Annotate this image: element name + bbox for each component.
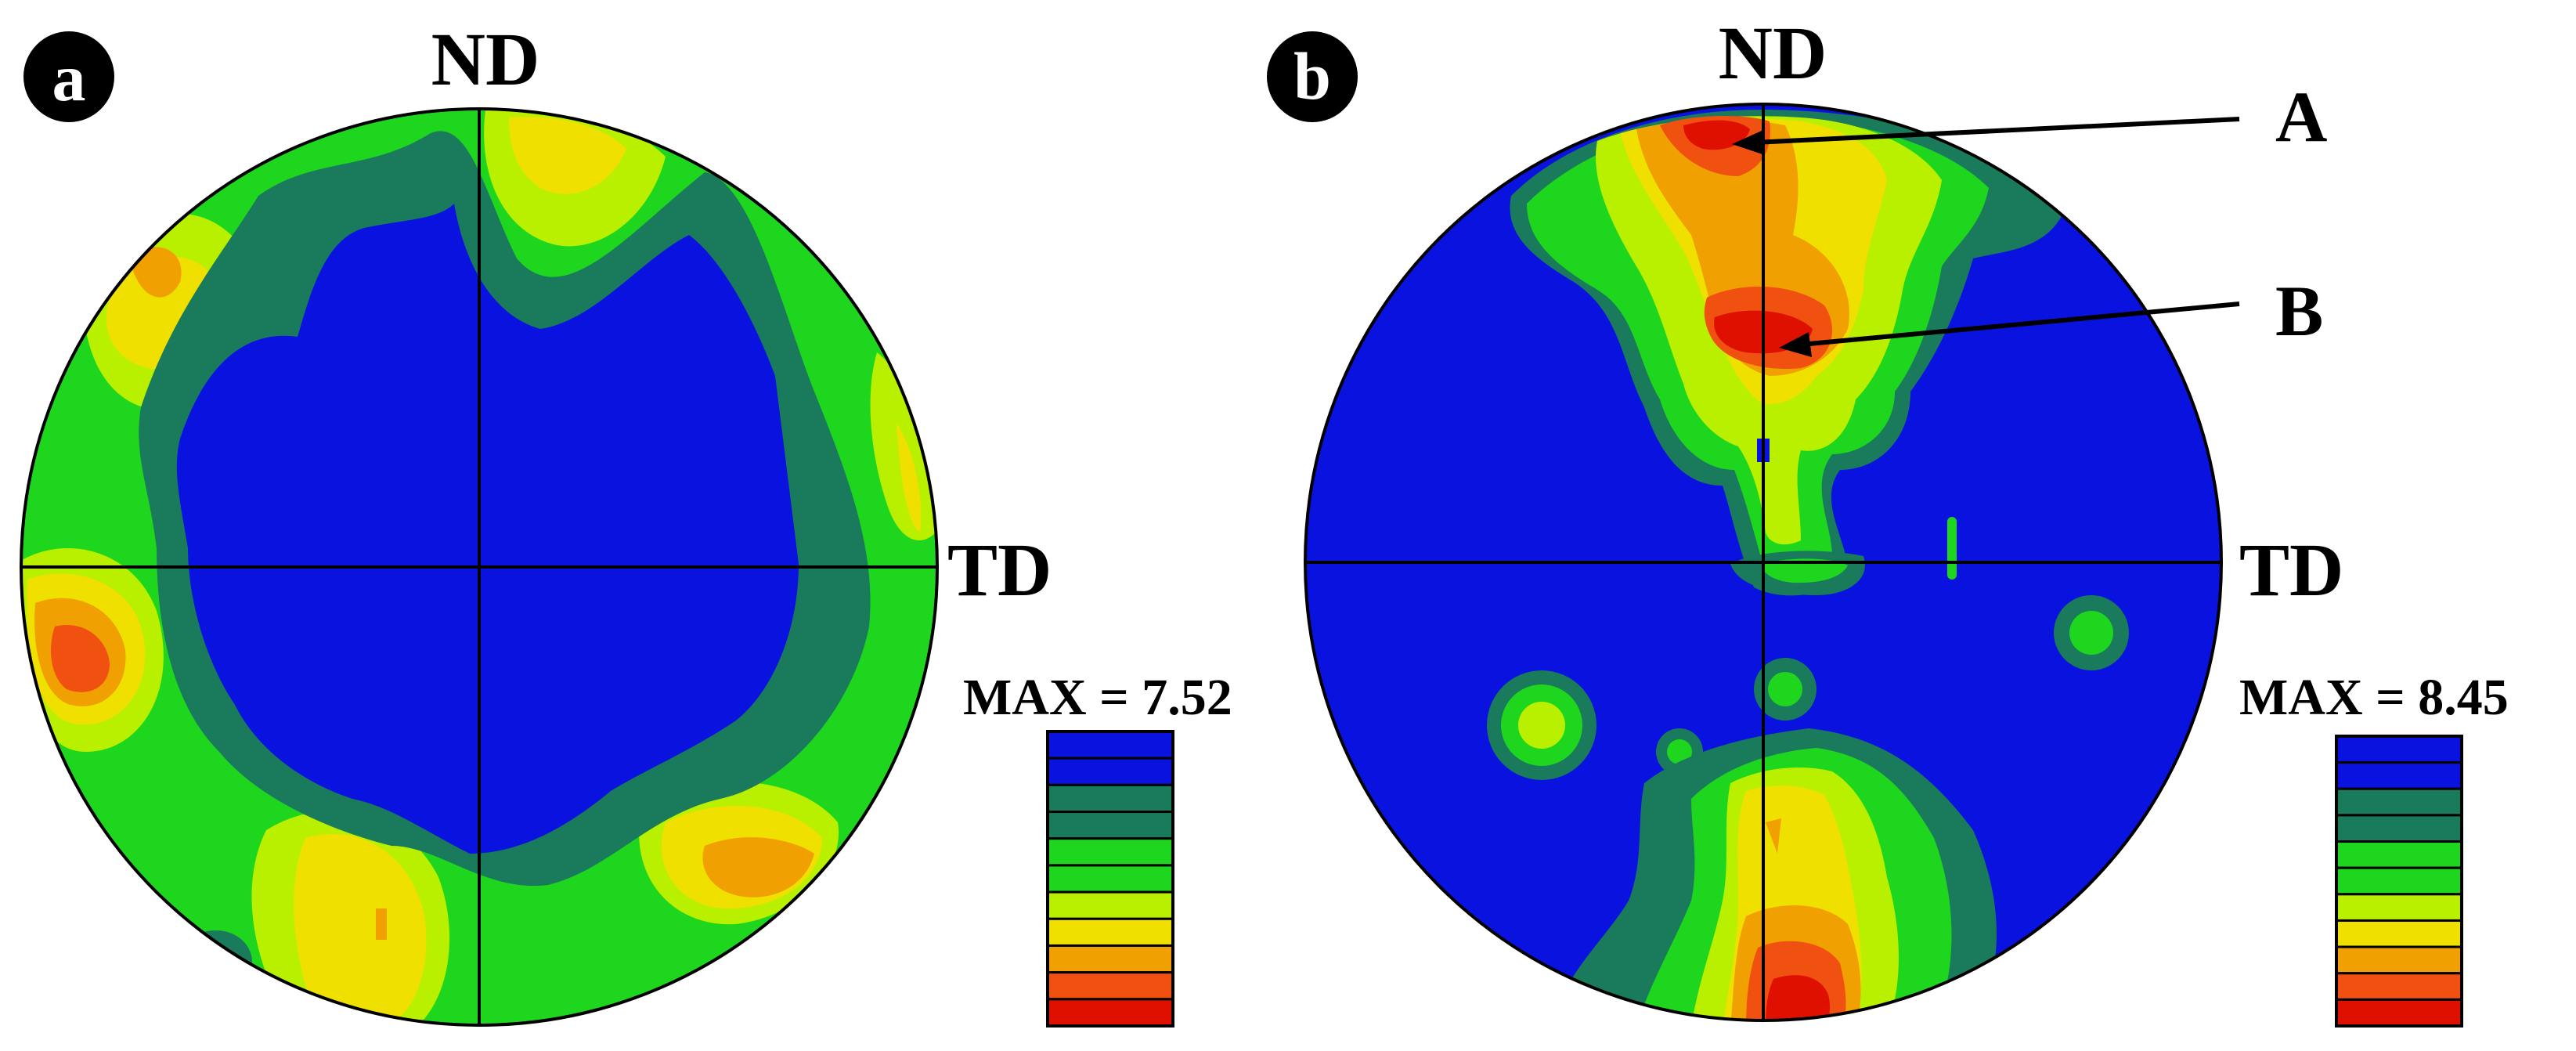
legend-swatch	[2335, 814, 2463, 843]
panel-a-td-label: TD	[947, 528, 1052, 612]
legend-swatch	[1046, 944, 1174, 974]
contour-region	[1766, 818, 1781, 854]
legend-frame	[1046, 730, 1174, 1028]
panel-b-color-legend	[2335, 735, 2463, 1028]
contour-region	[1683, 120, 1750, 150]
contour-region	[1518, 702, 1565, 749]
contour-region	[1762, 558, 1848, 583]
contour-region	[509, 117, 626, 194]
legend-swatch	[2335, 919, 2463, 948]
contour-region	[1766, 975, 1831, 1020]
contour-region	[2069, 611, 2113, 655]
legend-swatch	[1046, 890, 1174, 920]
callout-arrowhead-a	[1732, 130, 1765, 155]
panel-a-letter-badge	[23, 31, 114, 122]
legend-swatch	[2335, 998, 2463, 1028]
panel-b-letter-badge	[1267, 31, 1358, 122]
legend-swatch	[1046, 971, 1174, 1001]
panel-a-letter: a	[52, 40, 86, 115]
contour-region	[176, 204, 799, 854]
contour-region	[1667, 739, 1692, 764]
legend-swatch	[1046, 811, 1174, 840]
panel-a: a ND TD MAX = 7.52	[20, 17, 1232, 1028]
panel-a-color-legend	[1046, 730, 1174, 1028]
legend-swatch	[1046, 998, 1174, 1028]
legend-swatch	[1046, 783, 1174, 814]
legend-swatch	[2335, 945, 2463, 975]
panel-b-letter: b	[1293, 38, 1331, 114]
contour-region	[376, 908, 387, 940]
legend-swatch	[1046, 837, 1174, 867]
legend-swatch	[2335, 866, 2463, 896]
callout-arrowhead-b	[1779, 332, 1812, 357]
legend-swatch	[2335, 761, 2463, 790]
legend-swatch	[1046, 917, 1174, 947]
panel-b-nd-label: ND	[1719, 11, 1827, 95]
callout-label-a: A	[2275, 77, 2327, 157]
legend-swatch	[2335, 972, 2463, 1001]
panel-a-nd-label: ND	[431, 17, 540, 101]
callout-arrow-b	[1800, 302, 2240, 347]
legend-swatch	[2335, 893, 2463, 922]
legend-swatch	[2335, 840, 2463, 869]
legend-frame	[2335, 735, 2463, 1028]
contour-region	[1768, 672, 1802, 706]
legend-swatch	[1046, 757, 1174, 786]
panel-a-max-label: MAX = 7.52	[963, 669, 1232, 726]
legend-swatch	[2335, 735, 2463, 764]
panel-b: b ND TD MAX = 8.45 A B	[1267, 11, 2509, 1028]
contour-region	[702, 837, 814, 898]
contour-region	[1947, 517, 1957, 580]
callout-label-b: B	[2275, 271, 2323, 351]
panel-b-td-label: TD	[2239, 528, 2343, 612]
legend-swatch	[2335, 787, 2463, 817]
contour-region	[294, 833, 427, 1025]
legend-swatch	[1046, 864, 1174, 894]
callout-arrow-a	[1753, 117, 2240, 145]
contour-region	[129, 247, 182, 298]
legend-swatch	[1046, 730, 1174, 760]
contour-region	[897, 423, 922, 533]
contour-region	[51, 625, 110, 692]
panel-b-max-label: MAX = 8.45	[2239, 669, 2509, 726]
